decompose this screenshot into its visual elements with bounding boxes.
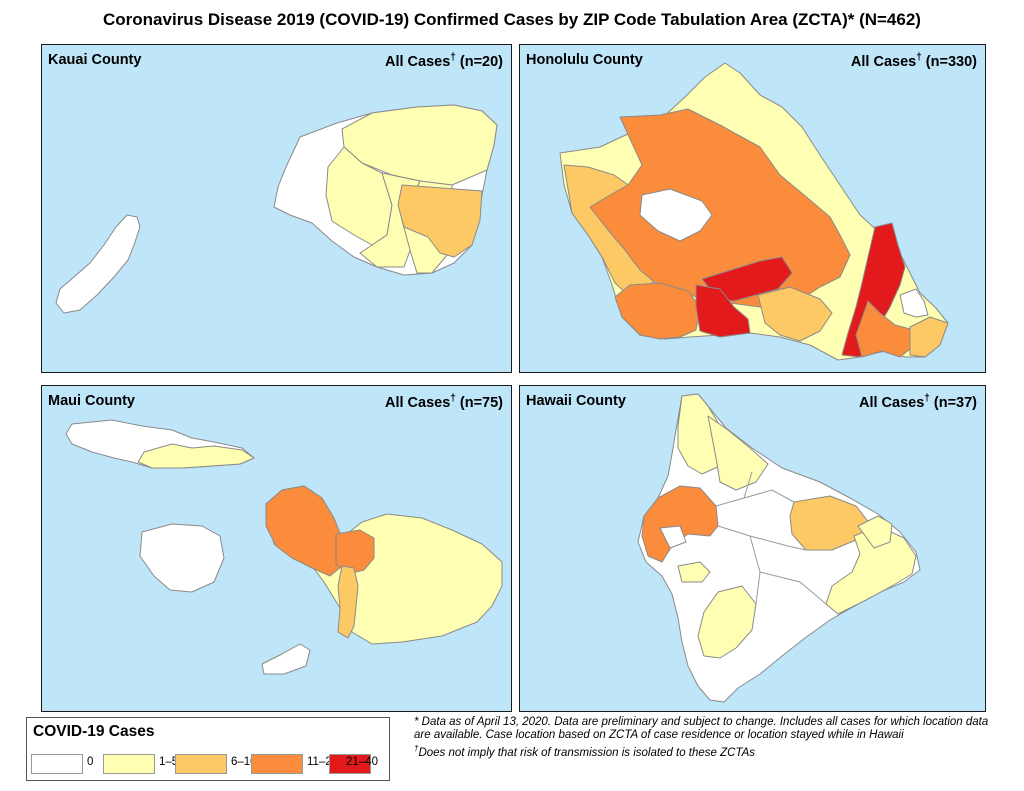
- hawaii-zone-hamakua: [707, 415, 769, 491]
- legend-label-21-40-visible: 21–40: [346, 756, 378, 768]
- oahu-zone-schofield: [639, 188, 713, 242]
- maui-county-panel: Maui County All Cases† (n=75): [41, 385, 512, 712]
- maui-county-map: [65, 419, 503, 675]
- hawaii-cases-label: All Cases† (n=37): [859, 393, 977, 411]
- hawaii-county-label: Hawaii County: [526, 393, 626, 409]
- legend-label-6-10: 6–10: [231, 756, 257, 768]
- footnote-dagger: †Does not imply that risk of transmissio…: [414, 744, 756, 759]
- kauai-county-label: Kauai County: [48, 52, 142, 68]
- hawaii-county-panel: Hawaii County All Cases† (n=37): [519, 385, 986, 712]
- kauai-zone-lihue: [397, 184, 483, 258]
- oahu-zone-hawaii-kai: [909, 316, 949, 358]
- maui-cases-label: All Cases† (n=75): [385, 393, 503, 411]
- hawaii-zone-hilo: [789, 495, 871, 551]
- hawaii-zone-kona: [641, 485, 719, 563]
- legend-swatch-11-20: [251, 754, 303, 774]
- legend-swatch-6-10: [175, 754, 227, 774]
- oahu-zone-ewa-beach: [695, 284, 751, 338]
- honolulu-county-panel: Honolulu County All Cases† (n=330): [519, 44, 986, 373]
- legend-label-1-5: 1–5: [159, 756, 179, 768]
- oahu-zone-ewa: [614, 282, 701, 340]
- hawaii-county-map: [637, 393, 921, 703]
- lanai-island: [139, 523, 225, 593]
- map-title: Coronavirus Disease 2019 (COVID-19) Conf…: [103, 10, 921, 29]
- maui-zone-kihei: [337, 565, 359, 639]
- maui-zone-wailuku: [335, 529, 375, 575]
- hawaii-zone-boundaries: [715, 471, 827, 605]
- hawaii-zone-kona-south: [677, 561, 711, 583]
- hawaii-zone-puna: [825, 525, 917, 615]
- hawaii-zone-kona-inlet: [659, 525, 687, 549]
- legend-swatch-21-40: [329, 754, 371, 774]
- niihau-island: [55, 214, 141, 314]
- oahu-zone-kailua: [855, 300, 916, 358]
- legend: COVID-19 Cases 0 1–5 6–10 11–20 21–40: [26, 717, 390, 781]
- legend-title: COVID-19 Cases: [33, 723, 155, 740]
- oahu-zone-aiea: [757, 286, 833, 342]
- kauai-cases-label: All Cases† (n=20): [385, 52, 503, 70]
- kahoolawe-island: [261, 643, 311, 675]
- honolulu-county-label: Honolulu County: [526, 52, 643, 68]
- kauai-county-map: [55, 104, 498, 314]
- molokai-zone-east: [137, 443, 255, 469]
- legend-swatch-1-5: [103, 754, 155, 774]
- maui-county-label: Maui County: [48, 393, 135, 409]
- footnotes: * Data as of April 13, 2020. Data are pr…: [414, 716, 1004, 760]
- footnote-data: * Data as of April 13, 2020. Data are pr…: [414, 716, 989, 741]
- hawaii-zone-kau: [697, 585, 757, 659]
- honolulu-county-map: [559, 62, 949, 361]
- kauai-county-panel: Kauai County All Cases† (n=20): [41, 44, 512, 373]
- oahu-zone-kailua-east: [899, 288, 929, 318]
- legend-label-0: 0: [87, 756, 94, 768]
- hawaii-zone-keaau: [857, 515, 893, 549]
- honolulu-cases-label: All Cases† (n=330): [850, 52, 977, 70]
- legend-swatch-0: [31, 754, 83, 774]
